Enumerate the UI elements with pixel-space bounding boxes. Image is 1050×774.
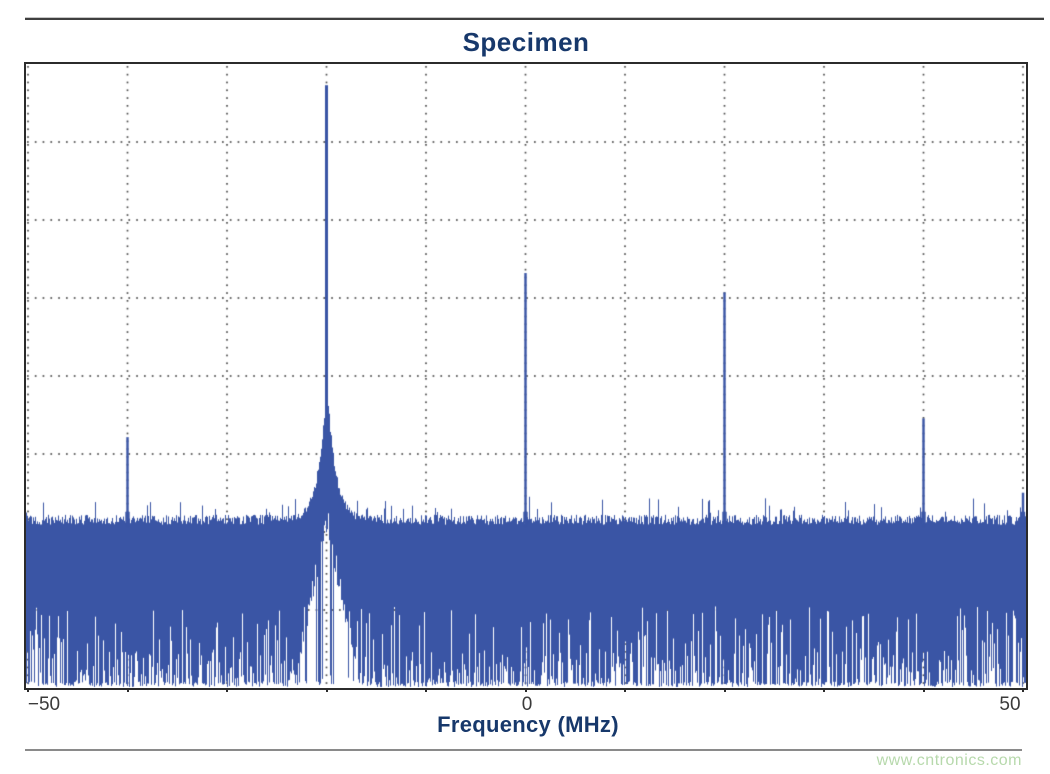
x-tick-label-50: 50	[999, 694, 1021, 715]
x-tick-mark	[524, 688, 527, 692]
x-tick-label-neg50: −50	[27, 694, 61, 715]
spectrum-canvas	[26, 64, 1026, 688]
x-tick-mark	[425, 688, 427, 692]
footer-rule	[25, 749, 1022, 751]
chart-title: Specimen	[462, 27, 590, 57]
header-rule	[25, 17, 1044, 20]
x-tick-mark	[226, 688, 228, 692]
x-tick-mark	[922, 688, 925, 692]
x-axis-label: Frequency (MHz)	[437, 712, 619, 737]
x-tick-mark	[624, 688, 626, 692]
plot-area	[24, 62, 1028, 690]
x-tick-label-0: 0	[521, 694, 533, 715]
x-tick-mark	[325, 688, 328, 692]
watermark-text: www.cntronics.com	[876, 752, 1022, 769]
x-tick-mark	[27, 688, 29, 692]
x-tick-mark	[126, 688, 129, 692]
x-tick-mark	[823, 688, 825, 692]
x-tick-mark	[1022, 688, 1024, 692]
x-tick-mark	[723, 688, 726, 692]
